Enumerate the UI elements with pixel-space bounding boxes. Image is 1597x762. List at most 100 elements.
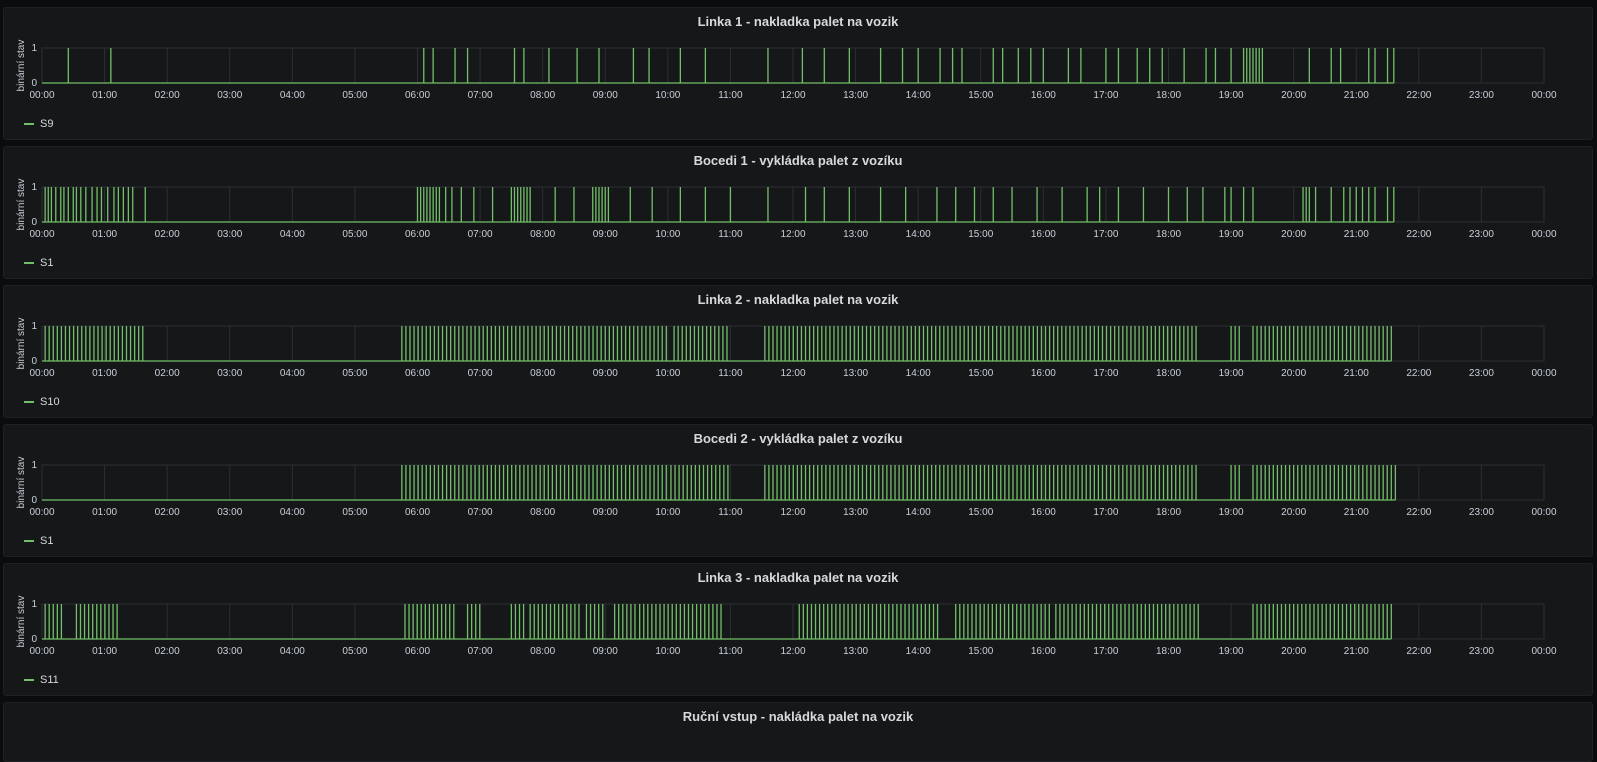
x-tick-label: 08:00 (530, 507, 555, 518)
chart-svg: 00:00 01:00 02:00 03:00 04:00 05:00 06:00 07:00… (16, 179, 1557, 240)
x-tick-label: 04:00 (280, 507, 305, 518)
x-tick-label: 20:00 (1281, 646, 1306, 657)
x-tick-label: 09:00 (593, 507, 618, 518)
chart-panel: 00:00 01:00 02:00 03:00 04:00 05:00 06:00 07:00… (3, 146, 1593, 279)
x-tick-label: 12:00 (780, 368, 805, 379)
x-tick-label: 22:00 (1406, 90, 1431, 101)
x-tick-label: 21:00 (1344, 90, 1369, 101)
x-tick-label: 11:00 (718, 646, 743, 657)
y-tick-label: 0 (31, 217, 37, 228)
x-tick-label: 00:00 (29, 229, 54, 240)
x-tick-label: 08:00 (530, 90, 555, 101)
panel-title[interactable]: Linka 3 - nakladka palet na vozik (697, 570, 899, 585)
x-tick-label: 06:00 (405, 507, 430, 518)
x-tick-label: 10:00 (655, 646, 680, 657)
x-tick-label: 23:00 (1469, 507, 1494, 518)
legend-item[interactable]: S9 (24, 118, 53, 130)
x-tick-label: 07:00 (468, 368, 493, 379)
y-axis-label: binární stav (16, 179, 27, 231)
x-tick-label: 00:00 (1531, 646, 1556, 657)
y-tick-label: 0 (31, 78, 37, 89)
x-tick-label: 05:00 (342, 646, 367, 657)
x-tick-label: 15:00 (968, 507, 993, 518)
legend-item[interactable]: S11 (24, 674, 59, 686)
legend-item[interactable]: S1 (24, 535, 53, 547)
x-tick-label: 19:00 (1219, 368, 1244, 379)
legend-item[interactable]: S10 (24, 396, 60, 408)
x-tick-label: 17:00 (1093, 90, 1118, 101)
x-tick-label: 00:00 (29, 90, 54, 101)
x-tick-label: 09:00 (593, 90, 618, 101)
x-tick-label: 14:00 (906, 368, 931, 379)
panel-title[interactable]: Linka 2 - nakladka palet na vozik (697, 292, 899, 307)
y-axis-label: binární stav (16, 457, 27, 509)
x-tick-label: 16:00 (1031, 368, 1056, 379)
legend-item[interactable]: S1 (24, 257, 53, 269)
legend-swatch (24, 679, 34, 681)
x-tick-label: 18:00 (1156, 507, 1181, 518)
x-tick-label: 07:00 (468, 646, 493, 657)
x-tick-label: 00:00 (1531, 507, 1556, 518)
x-tick-label: 02:00 (155, 646, 180, 657)
x-tick-label: 22:00 (1406, 646, 1431, 657)
x-tick-label: 08:00 (530, 368, 555, 379)
x-tick-label: 04:00 (280, 368, 305, 379)
x-tick-label: 02:00 (155, 90, 180, 101)
x-tick-label: 14:00 (906, 229, 931, 240)
chart-svg: 00:00 01:00 02:00 03:00 04:00 05:00 06:00 07:00… (16, 40, 1557, 101)
x-tick-label: 06:00 (405, 368, 430, 379)
legend-swatch (24, 401, 34, 403)
chart-svg: 00:00 01:00 02:00 03:00 04:00 05:00 06:00 07:00… (16, 457, 1557, 518)
x-tick-label: 06:00 (405, 646, 430, 657)
x-tick-label: 07:00 (468, 90, 493, 101)
x-tick-label: 19:00 (1219, 507, 1244, 518)
x-tick-label: 20:00 (1281, 507, 1306, 518)
chart-panel: 00:00 01:00 02:00 03:00 04:00 05:00 06:00 07:00… (3, 285, 1593, 418)
panel-title[interactable]: Bocedi 2 - vykládka palet z vozíku (693, 431, 903, 446)
x-tick-label: 20:00 (1281, 368, 1306, 379)
x-tick-label: 04:00 (280, 646, 305, 657)
y-tick-label: 0 (31, 356, 37, 367)
x-tick-label: 14:00 (906, 507, 931, 518)
y-tick-label: 1 (31, 321, 37, 332)
x-tick-label: 09:00 (593, 368, 618, 379)
panel-title[interactable]: Bocedi 1 - vykládka palet z vozíku (693, 153, 903, 168)
legend-swatch (24, 540, 34, 542)
x-tick-label: 03:00 (217, 646, 242, 657)
chart-svg: 00:00 01:00 02:00 03:00 04:00 05:00 06:00 07:00… (16, 318, 1557, 379)
x-tick-label: 17:00 (1093, 229, 1118, 240)
x-tick-label: 03:00 (217, 229, 242, 240)
legend-swatch (24, 123, 34, 125)
x-tick-label: 05:00 (342, 90, 367, 101)
x-tick-label: 10:00 (655, 229, 680, 240)
x-tick-label: 22:00 (1406, 507, 1431, 518)
x-tick-label: 17:00 (1093, 646, 1118, 657)
panel-title[interactable]: Ruční vstup - nakládka palet na vozik (682, 709, 914, 724)
x-tick-label: 21:00 (1344, 507, 1369, 518)
x-tick-label: 15:00 (968, 646, 993, 657)
x-tick-label: 09:00 (593, 646, 618, 657)
x-tick-label: 00:00 (29, 507, 54, 518)
legend-label: S11 (40, 674, 59, 686)
x-tick-label: 00:00 (1531, 368, 1556, 379)
y-tick-label: 1 (31, 599, 37, 610)
x-tick-label: 02:00 (155, 368, 180, 379)
legend-label: S10 (40, 396, 60, 408)
x-tick-label: 18:00 (1156, 368, 1181, 379)
chart-svg: 00:00 01:00 02:00 03:00 04:00 05:00 06:00 07:00… (16, 596, 1557, 657)
x-tick-label: 02:00 (155, 229, 180, 240)
x-tick-label: 12:00 (780, 507, 805, 518)
x-tick-label: 13:00 (843, 507, 868, 518)
x-tick-label: 06:00 (405, 90, 430, 101)
panel-title[interactable]: Linka 1 - nakladka palet na vozik (697, 14, 899, 29)
x-tick-label: 11:00 (718, 507, 743, 518)
x-tick-label: 20:00 (1281, 90, 1306, 101)
x-tick-label: 01:00 (92, 229, 117, 240)
x-tick-label: 19:00 (1219, 90, 1244, 101)
x-tick-label: 04:00 (280, 229, 305, 240)
x-tick-label: 13:00 (843, 90, 868, 101)
x-tick-label: 18:00 (1156, 646, 1181, 657)
x-tick-label: 11:00 (718, 229, 743, 240)
x-tick-label: 11:00 (718, 368, 743, 379)
x-tick-label: 12:00 (780, 90, 805, 101)
